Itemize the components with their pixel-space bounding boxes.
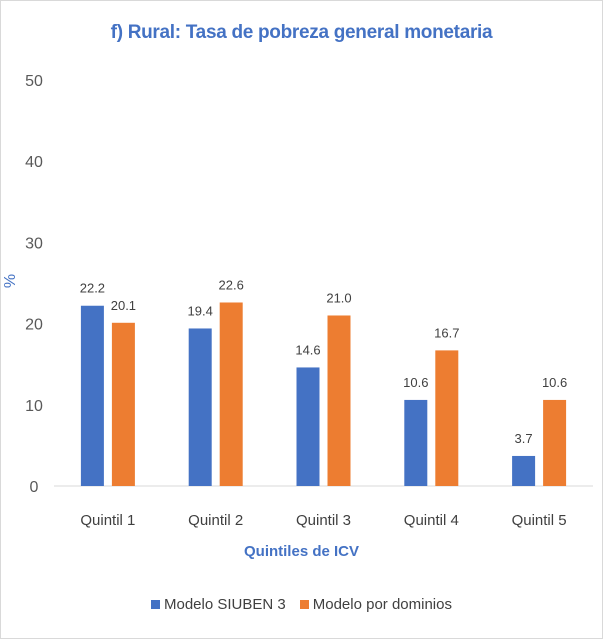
x-tick-label: Quintil 3 <box>296 512 351 529</box>
legend-item-series-2: Modelo por dominios <box>299 596 452 613</box>
y-tick-label: 40 <box>25 154 43 171</box>
bar-dominios <box>435 350 459 486</box>
chart-legend: Modelo SIUBEN 3 Modelo por dominios <box>0 596 603 613</box>
x-tick-label: Quintil 2 <box>188 512 243 529</box>
bar-siuben3 <box>188 328 212 486</box>
y-tick-label: 20 <box>25 317 43 334</box>
data-label: 14.6 <box>295 342 320 357</box>
y-tick-label: 50 <box>25 73 43 90</box>
legend-swatch-series-1 <box>151 600 160 609</box>
bar-siuben3 <box>80 305 104 486</box>
data-label: 3.7 <box>515 431 533 446</box>
data-label: 10.6 <box>542 375 567 390</box>
data-label: 22.2 <box>80 281 105 296</box>
legend-swatch-series-2 <box>299 600 309 609</box>
bar-siuben3 <box>404 399 428 486</box>
data-label: 22.6 <box>219 277 244 292</box>
x-tick-label: Quintil 1 <box>80 512 135 529</box>
data-label: 20.1 <box>111 298 136 313</box>
legend-item-series-1: Modelo SIUBEN 3 <box>151 596 286 613</box>
bar-dominios <box>111 322 135 486</box>
legend-label-series-2: Modelo por dominios <box>312 596 452 613</box>
bar-dominios <box>543 399 567 486</box>
bar-siuben3 <box>296 367 320 486</box>
bar-dominios <box>327 315 351 486</box>
y-tick-label: 30 <box>25 235 43 252</box>
data-label: 10.6 <box>403 375 428 390</box>
chart-title: f) Rural: Tasa de pobreza general moneta… <box>110 22 493 43</box>
bar-dominios <box>219 302 243 486</box>
y-tick-label: 10 <box>25 398 43 415</box>
y-tick-label: 0 <box>30 479 39 496</box>
data-label: 21.0 <box>326 290 351 305</box>
x-tick-label: Quintil 5 <box>512 512 567 529</box>
data-label: 19.4 <box>188 303 213 318</box>
data-label: 16.7 <box>434 325 459 340</box>
x-tick-label: Quintil 4 <box>404 512 459 529</box>
x-axis-label: Quintiles de ICV <box>243 543 360 560</box>
legend-label-series-1: Modelo SIUBEN 3 <box>164 596 286 613</box>
bar-siuben3 <box>512 455 536 486</box>
